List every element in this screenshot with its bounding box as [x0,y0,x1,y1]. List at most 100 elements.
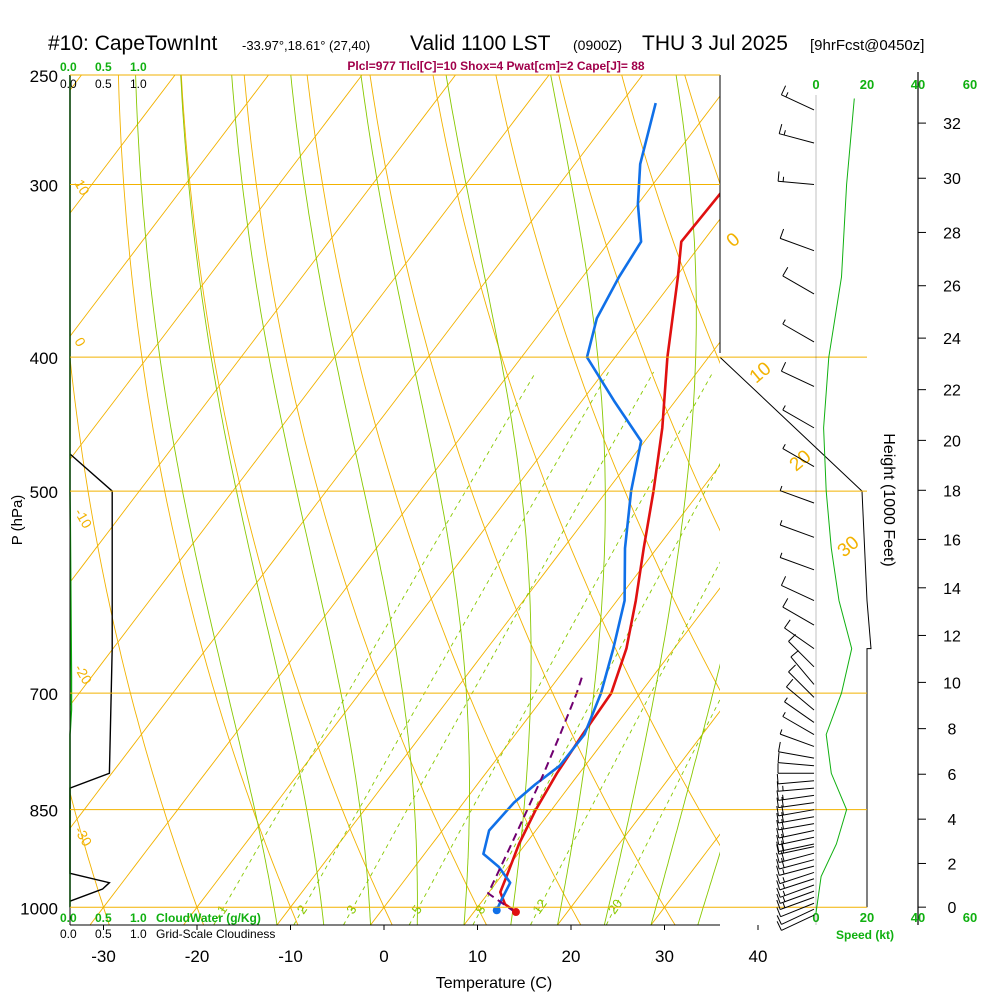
dry-adiabat [495,75,720,692]
wind-barb-flag [781,819,784,830]
temp-tick-label: 40 [749,947,768,966]
speed-tick-bottom: 20 [860,910,874,925]
dry-adiabat [811,75,1000,925]
dry-adiabat-label: 10 [746,358,776,388]
wind-barb-flag [776,880,781,891]
wind-barb-staff [778,787,815,792]
wind-barb-half-flag [782,444,786,449]
wind-barb-staff [788,641,815,668]
wind-barb-half-flag [782,405,786,411]
dry-adiabat-label: 0 [71,335,89,350]
cloudwater-scale-top: 0.5 [95,60,112,74]
speed-tick-top: 40 [911,77,925,92]
wind-barb-staff [780,884,815,898]
wind-barb [779,520,815,538]
wind-barb-staff [778,780,815,785]
wind-barb [777,763,815,774]
environment-outline-line [719,356,872,908]
moist-adiabat [290,75,418,925]
environment-outline [719,356,872,908]
wind-barb-staff [780,902,815,918]
cloudwater-scale-bottom: 0.5 [95,911,112,925]
pressure-tick-label: 250 [30,67,58,86]
height-axis-title: Height (1000 Feet) [880,433,897,566]
mixing-ratio-line [293,371,609,925]
wind-barb [780,361,815,387]
mixing-ratio-line [408,371,714,925]
pressure-tick-label: 850 [30,802,58,821]
sounding-profiles [482,102,720,917]
moist-adiabat [180,75,325,925]
wind-barb-flag [781,812,784,823]
dry-adiabat [558,75,720,532]
wind-barb-half-flag [782,896,786,902]
temp-tick-label: -20 [185,947,210,966]
wind-barb-staff [778,794,815,801]
wind-barb-half-flag [783,130,786,136]
dry-adiabat [621,75,720,365]
wind-barb [782,319,815,343]
wind-barb-half-flag [782,890,786,896]
moist-adiabat [650,663,720,925]
wind-barb-flag [786,678,794,688]
wind-barb-staff [779,852,815,863]
wind-barb-flag [776,893,781,904]
wind-barb-staff [780,490,815,504]
wind-barb-half-flag [779,729,783,735]
speed-tick-bottom: 40 [911,910,925,925]
wind-barb-half-flag [782,883,785,889]
forecast-date: THU 3 Jul 2025 [642,32,788,55]
wind-barb-flag [781,796,784,807]
pressure-tick-label: 500 [30,483,58,502]
moist-adiabat [603,75,697,925]
wind-barb-staff [779,133,815,144]
wind-barb-staff [781,94,815,111]
wind-barb [776,871,815,885]
wind-barb-staff [778,846,815,855]
wind-barb-flag [788,664,796,673]
wind-barb-staff [779,865,815,876]
height-tick-label: 16 [943,532,961,549]
height-tick-label: 24 [943,331,961,348]
wind-barb [776,857,815,870]
height-tick-label: 12 [943,628,961,645]
speed-tick-top: 60 [963,77,977,92]
wind-barb-flag [776,834,780,845]
mixing-ratio-line [343,371,654,925]
height-tick-label: 0 [948,900,957,917]
wind-barb-flag [782,598,789,608]
moist-adiabat [445,75,532,925]
wind-barb-staff [782,275,815,295]
wind-barb [790,650,815,685]
dry-adiabat [70,353,205,925]
mixing-ratio-line [530,561,720,925]
wind-barb-staff [782,323,815,343]
wind-barb-staff [784,701,815,723]
wind-barb [776,781,815,792]
wind-barb-staff [780,524,815,538]
isotherm [183,218,720,925]
wind-barb [777,171,815,185]
wind-barb [786,678,815,711]
temp-tick-label: -30 [91,947,116,966]
height-tick-label: 2 [948,856,957,873]
wind-barb-flag [776,790,779,801]
wind-barb [779,228,815,252]
wind-barb-half-flag [782,176,785,182]
dry-adiabat-label: 30 [834,532,864,562]
wind-barb-flag [790,650,799,658]
wind-barb-flag [776,852,780,863]
height-tick-label: 28 [943,225,961,242]
pressure-tick-label: 300 [30,176,58,195]
wind-barb [784,619,815,650]
wind-barb-staff [786,686,815,711]
isotherm [650,833,720,925]
wind-barb [776,878,815,891]
wind-barb-flag [778,741,781,752]
wind-barb-staff [782,606,815,626]
wind-barb-flag [776,915,782,925]
wind-barb-flag [781,843,785,854]
wind-barb-flag [781,833,785,844]
wind-barb-flag [784,619,791,629]
x-axis-title: Temperature (C) [436,975,552,992]
